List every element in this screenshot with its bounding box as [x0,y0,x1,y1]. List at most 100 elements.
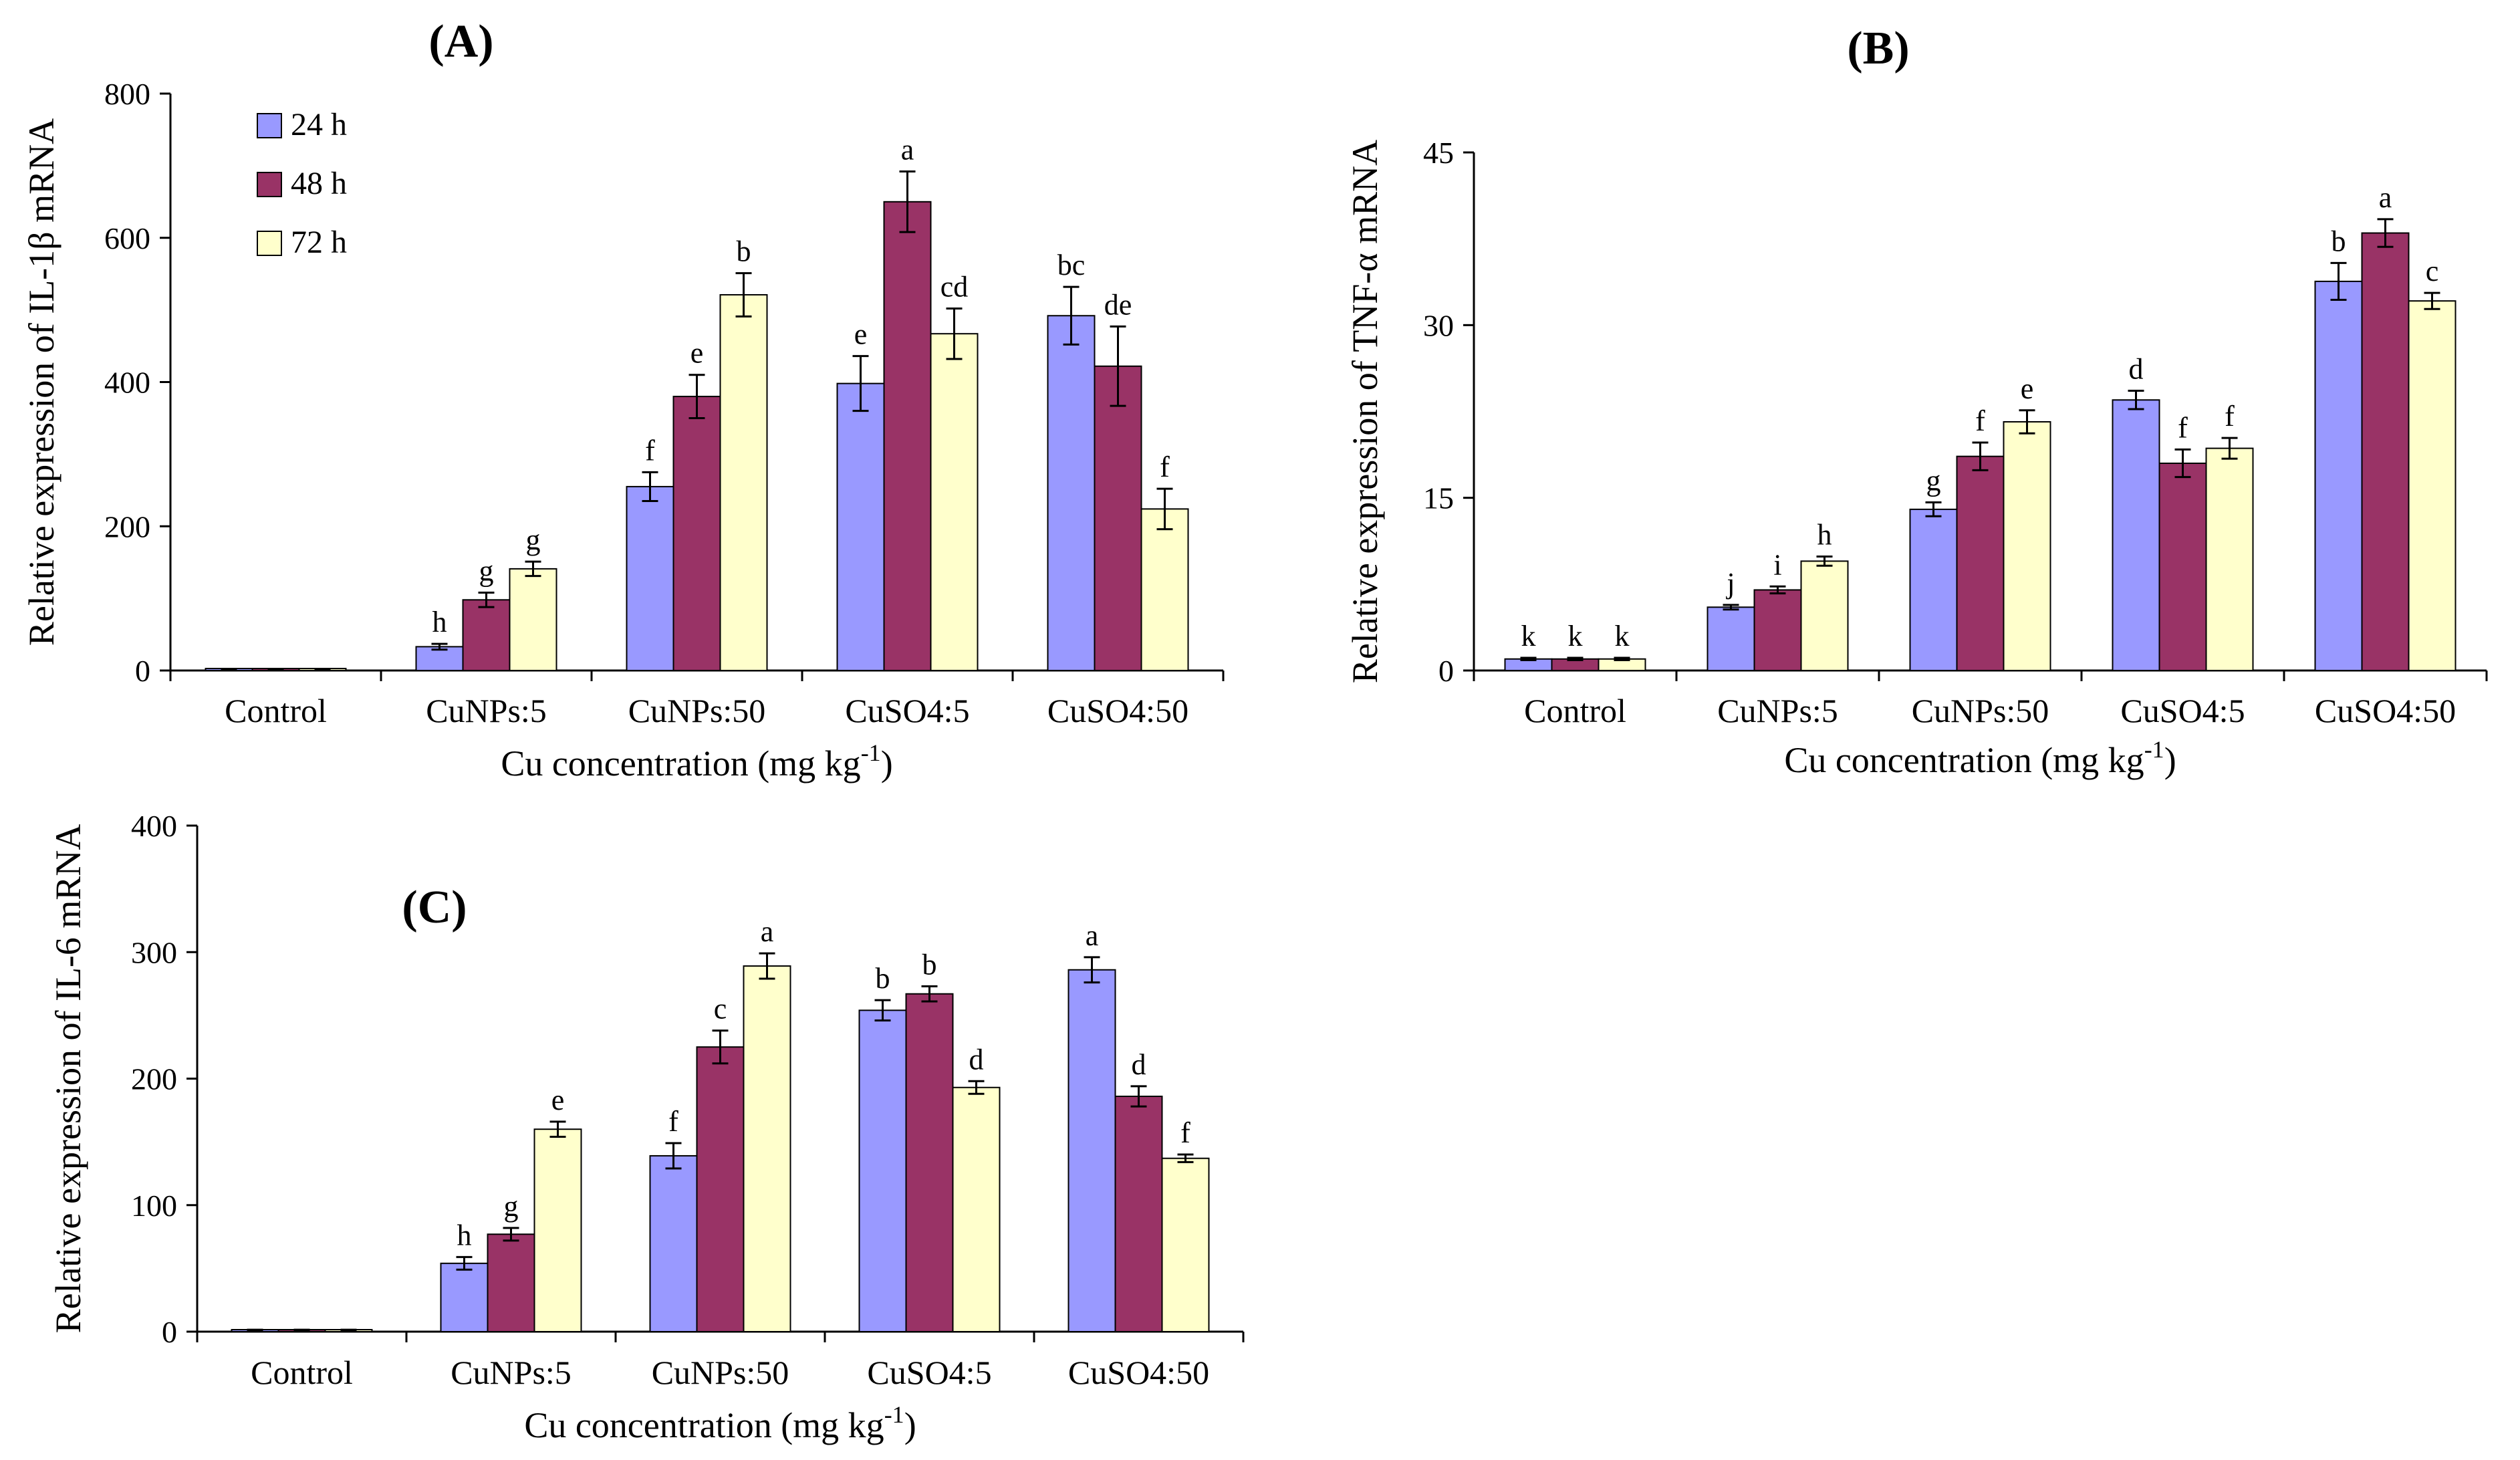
significance-letter: h [1817,519,1832,552]
y-tick-label: 30 [1423,308,1454,342]
significance-letter: f [1975,404,1985,437]
x-axis-title: Cu concentration (mg kg-1) [501,739,892,783]
significance-letter: b [2332,225,2346,257]
bar-48h-cunps5 [487,1233,535,1332]
significance-letter: a [761,915,774,948]
category-label: Control [225,692,327,729]
bar-72h-cuso45 [930,333,979,671]
significance-letter: g [479,554,494,587]
legend-swatch-72h [257,231,282,256]
significance-letter: e [854,318,868,351]
y-tick-label: 600 [104,221,150,255]
y-axis-title: Relative expression of IL-6 mRNA [48,824,88,1334]
significance-letter: de [1104,288,1132,321]
y-tick-label: 200 [104,509,150,543]
panel-label: (A) [428,16,493,68]
y-tick-label: 0 [135,654,150,688]
bar-72h-cunps50 [743,965,791,1332]
legend-swatch-48h [257,172,282,197]
category-label: Control [1524,692,1626,729]
x-axis-title-end: ) [2164,740,2176,780]
category-label: CuNPs:5 [451,1354,572,1391]
bar-72h-cunps50 [719,293,768,671]
category-label: CuSO4:5 [2120,692,2245,729]
significance-letter: b [876,962,890,995]
bar-24h-cuso45 [2112,399,2160,671]
bar-48h-cuso45 [883,201,932,671]
significance-letter: cd [940,270,969,303]
legend-label: 24 h [291,107,347,142]
bar-48h-cunps5 [1753,589,1802,672]
x-axis-title-end: ) [904,1405,916,1445]
bar-48h-cunps50 [1956,455,2005,672]
y-tick-label: 300 [131,935,177,969]
bar-72h-cunps5 [533,1128,582,1332]
significance-letter: d [969,1043,984,1076]
y-tick-label: 400 [104,366,150,400]
y-tick-label: 400 [131,809,177,843]
x-axis-title-superscript: -1 [861,739,881,766]
significance-letter: c [2426,255,2439,287]
category-label: CuSO4:5 [867,1354,991,1391]
bar-72h-cuso450 [2408,300,2456,671]
x-axis-title-superscript: -1 [884,1401,904,1428]
significance-letter: b [737,235,751,268]
x-axis-title-main: Cu concentration (mg kg [501,743,860,783]
significance-letter: d [2129,353,2144,386]
significance-letter: f [2225,400,2235,433]
bar-48h-cuso45 [2158,463,2207,671]
panel-b-tnfa-chart: (B) 0 15 30 45 Control CuNPs:5 CuNPs:50 CuSO4:5 C… [1345,23,2488,780]
category-label: CuSO4:5 [845,692,969,729]
category-label: CuSO4:50 [1068,1354,1209,1391]
significance-letter: d [1132,1048,1146,1081]
bar-24h-cunps50 [626,485,674,671]
bar-48h-cuso450 [1114,1095,1163,1332]
panel-c-il6-chart: (C) 0 100 200 300 400 Control CuNPs:5 CuNPs:50 Cu… [48,809,1245,1445]
bar-72h-cunps50 [2003,421,2051,671]
legend-swatch-24h [257,113,282,138]
significance-letter: h [432,606,447,638]
significance-letter: f [668,1105,678,1138]
significance-letter: f [1160,451,1170,483]
x-axis-title: Cu concentration (mg kg-1) [1784,736,2176,780]
legend-label: 72 h [291,225,347,260]
bar-72h-cunps5 [509,568,557,671]
bar-48h-cuso450 [1094,365,1142,672]
y-tick-label: 100 [131,1189,177,1223]
y-tick-label: 800 [104,77,150,111]
y-tick-label: 200 [131,1062,177,1096]
x-axis-title-end: ) [881,743,893,783]
bar-24h-cunps5 [440,1262,489,1333]
category-label: CuNPs:50 [628,692,766,729]
significance-letter: a [901,134,914,166]
significance-letter: bc [1057,249,1086,281]
significance-letter: f [1180,1116,1190,1149]
panel-label: (B) [1847,23,1909,74]
bar-24h-cuso450 [1047,315,1096,671]
significance-letter: g [1926,465,1941,497]
significance-letter: e [2021,372,2034,405]
significance-letter: f [645,434,655,467]
significance-letter: h [457,1219,472,1251]
panel-a-il1b-chart: (A) 0 200 400 600 800 Control CuNPs:5 CuNPs:50 Cu… [21,16,1225,783]
significance-letter: e [690,337,704,370]
category-label: CuSO4:50 [1047,692,1188,729]
bar-48h-cunps50 [696,1046,745,1332]
bar-24h-cuso45 [836,382,885,671]
y-tick-label: 45 [1423,136,1454,170]
y-tick-label: 0 [1438,654,1454,688]
legend: 24 h 48 h 72 h [257,107,347,260]
significance-letter: e [551,1084,565,1116]
category-label: CuNPs:5 [1717,692,1838,729]
x-axis-title-superscript: -1 [2144,736,2164,763]
bar-48h-cunps50 [672,396,721,671]
bar-48h-cunps5 [462,599,511,671]
bar-24h-cunps5 [1707,606,1755,671]
bar-24h-cuso45 [858,1009,907,1333]
bar-72h-cuso45 [952,1086,1001,1333]
significance-letter: a [1086,919,1099,952]
bar-72h-cuso45 [2205,447,2254,671]
significance-letter: k [1568,620,1583,652]
y-tick-label: 15 [1423,481,1454,515]
